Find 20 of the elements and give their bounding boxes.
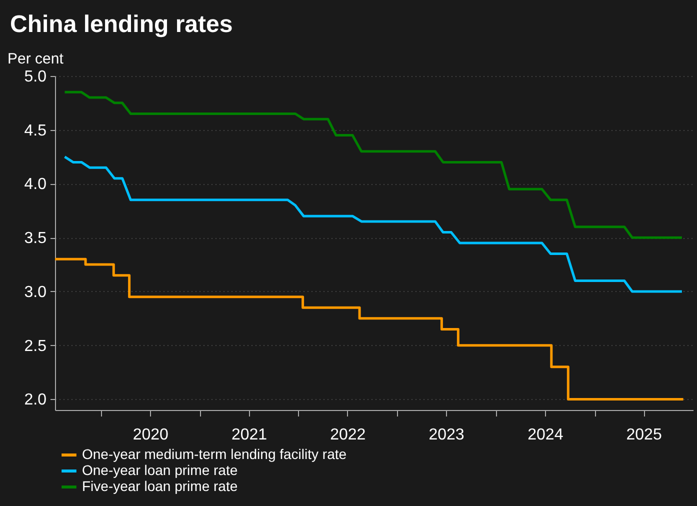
y-tick-label: 2.0 xyxy=(24,392,47,409)
y-tick-label: 2.5 xyxy=(24,338,47,355)
x-tick-label: 2023 xyxy=(428,426,464,444)
x-tick-label: 2020 xyxy=(132,426,169,444)
legend-label: Five-year loan prime rate xyxy=(82,478,238,494)
x-tick-label: 2025 xyxy=(626,426,662,444)
line-series xyxy=(63,156,684,293)
y-axis-title: Per cent xyxy=(8,50,64,68)
x-tick-label: 2022 xyxy=(330,426,366,444)
y-tick-label: 4.0 xyxy=(24,176,47,194)
y-tick-label: 3.0 xyxy=(24,284,47,301)
legend-label: One-year loan prime rate xyxy=(82,462,238,478)
line-series xyxy=(63,90,684,239)
y-tick-label: 5.0 xyxy=(24,68,47,86)
x-tick-label: 2021 xyxy=(231,426,268,444)
y-tick-label: 3.5 xyxy=(24,230,47,248)
legend-label: One-year medium-term lending facility rate xyxy=(82,446,347,462)
chart-title: China lending rates xyxy=(10,11,233,38)
x-tick-label: 2024 xyxy=(528,426,564,444)
y-tick-label: 4.5 xyxy=(24,122,47,140)
